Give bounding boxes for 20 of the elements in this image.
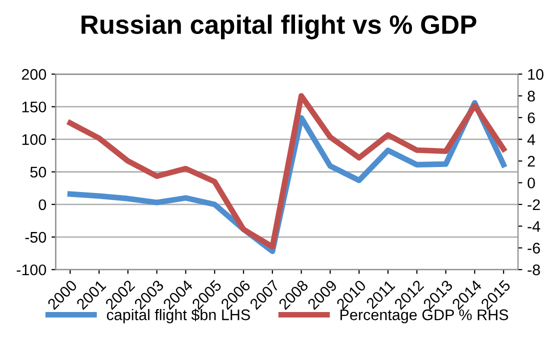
y2-tick-label: 0 xyxy=(528,178,535,188)
y2-tick-label: 10 xyxy=(528,69,544,80)
y-tick-label: -50 xyxy=(25,232,46,243)
y-tick-label: 200 xyxy=(22,69,46,80)
y2-tick-label: -4 xyxy=(528,221,540,232)
y2-tick-label: -8 xyxy=(528,264,540,276)
y2-tick-label: 8 xyxy=(528,90,535,102)
y-tick-label: 100 xyxy=(22,134,46,145)
chart-title: Russian capital flight vs % GDP xyxy=(82,14,476,40)
y-tick-label: 50 xyxy=(30,166,46,178)
y2-tick-label: 2 xyxy=(528,156,535,167)
legend-label: capital flight $bn LHS xyxy=(106,308,250,324)
y-tick-label: 150 xyxy=(22,102,46,112)
legend-label: Percentage GDP % RHS xyxy=(340,309,508,324)
y-tick-label: 0 xyxy=(38,199,46,210)
y-tick-label: -100 xyxy=(16,264,46,276)
y2-tick-label: 4 xyxy=(527,134,536,145)
y2-tick-label: -2 xyxy=(528,199,540,210)
y2-tick-label: 6 xyxy=(528,112,535,124)
y2-tick-label: -6 xyxy=(528,242,540,254)
